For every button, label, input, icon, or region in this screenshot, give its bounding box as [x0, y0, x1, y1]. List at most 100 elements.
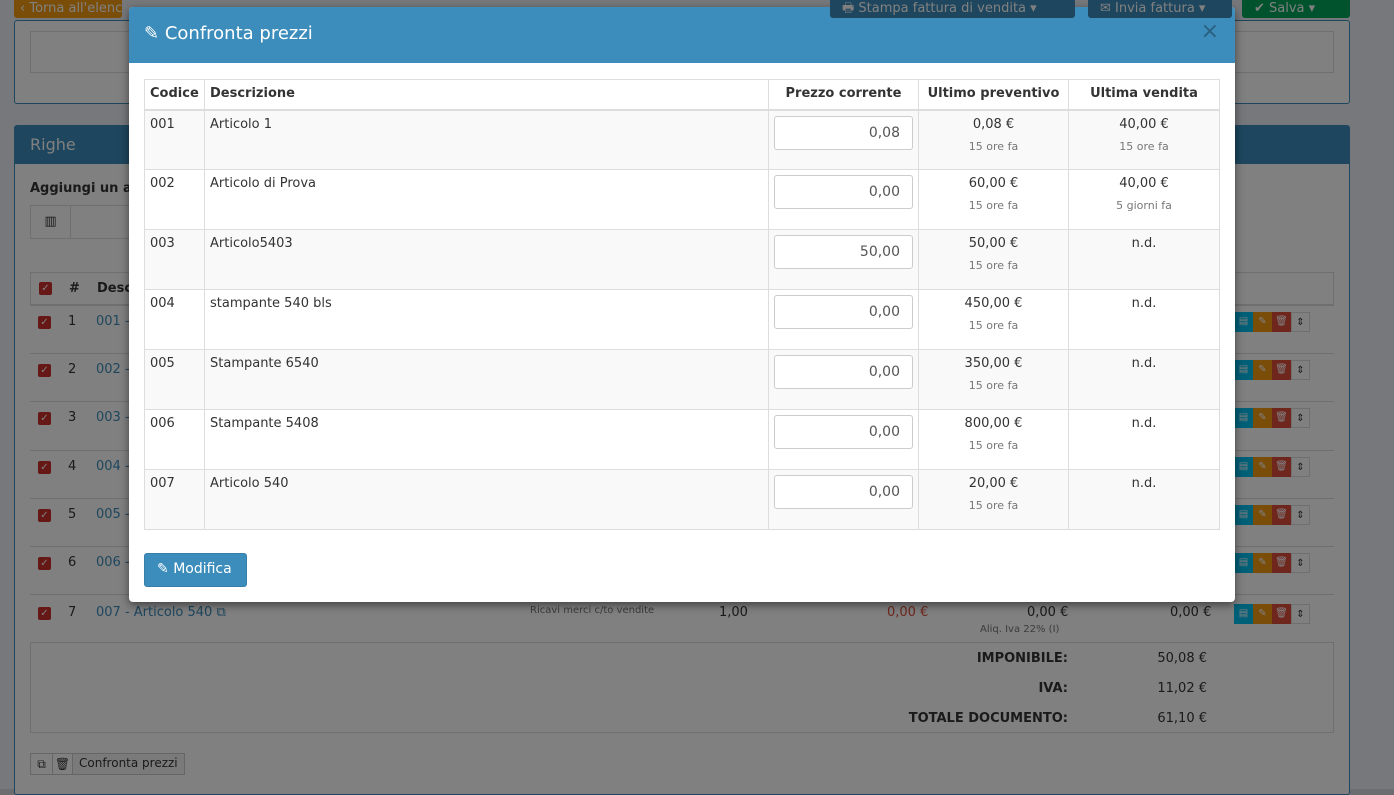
current-price-input[interactable]: [774, 295, 913, 329]
row-link[interactable]: 005 -: [96, 506, 130, 522]
row-description: Articolo 540: [204, 469, 769, 530]
back-button[interactable]: ‹ Torna all'elenco: [14, 0, 122, 18]
total-value: 61,10 €: [1157, 711, 1207, 726]
row-checkbox[interactable]: ✓: [38, 460, 51, 474]
header-code: Codice: [144, 79, 205, 111]
doc-icon[interactable]: ▤: [1234, 312, 1253, 332]
sort-icon[interactable]: ⇕: [1291, 408, 1310, 429]
total-label: TOTALE DOCUMENTO:: [908, 711, 1068, 726]
last-quote-price: 60,00 €: [968, 176, 1019, 191]
edit-icon[interactable]: ✎: [1253, 604, 1272, 624]
edit-icon[interactable]: ✎: [1253, 456, 1272, 477]
current-price-input[interactable]: [774, 415, 913, 449]
last-quote-time: 15 ore fa: [968, 199, 1019, 212]
select-all-checkbox[interactable]: ✓: [39, 282, 52, 295]
trash-icon[interactable]: 🗑: [1272, 504, 1291, 525]
row-checkbox[interactable]: ✓: [38, 316, 51, 329]
row-checkbox[interactable]: ✓: [38, 364, 51, 378]
table-row: ✓ 7 007 - Articolo 540 ⧉ Ricavi merci c/…: [30, 594, 1334, 642]
row-number: 7: [68, 605, 77, 620]
sort-icon[interactable]: ⇕: [1291, 604, 1310, 624]
sort-icon[interactable]: ⇕: [1291, 360, 1310, 381]
print-button[interactable]: 🖶 Stampa fattura di vendita ▾: [830, 0, 1075, 18]
edit-icon[interactable]: ✎: [1253, 408, 1272, 429]
header-last-sale: Ultima vendita: [1068, 79, 1220, 111]
last-quote-price: 350,00 €: [964, 356, 1023, 371]
header-current-price: Prezzo corrente: [768, 79, 919, 111]
last-quote-price: 50,00 €: [968, 236, 1019, 251]
sort-icon[interactable]: ⇕: [1291, 504, 1310, 525]
row-link[interactable]: 004 -: [96, 458, 130, 474]
send-button[interactable]: ✉ Invia fattura ▾: [1088, 0, 1232, 18]
doc-icon[interactable]: ▤: [1234, 408, 1253, 429]
table-row: 001 Articolo 1 0,08 € 15 ore fa 40,00 € 15…: [144, 109, 1220, 170]
sort-icon[interactable]: ⇕: [1291, 553, 1310, 573]
row-description: Stampante 6540: [204, 349, 769, 410]
current-price-input[interactable]: [774, 115, 913, 150]
last-sale-price: 40,00 €: [1119, 116, 1169, 132]
row-link[interactable]: 007 - Articolo 540 ⧉: [96, 605, 226, 620]
row-link[interactable]: 001 -: [96, 314, 130, 329]
sort-icon[interactable]: ⇕: [1291, 312, 1310, 332]
last-quote-price: 450,00 €: [964, 296, 1023, 311]
compare-prices-button[interactable]: Confronta prezzi: [73, 754, 184, 774]
row-code: 006: [144, 409, 205, 470]
copy-icon[interactable]: ⧉: [31, 754, 53, 774]
row-number: 2: [68, 362, 77, 378]
edit-icon[interactable]: ✎: [1253, 360, 1272, 381]
trash-icon[interactable]: 🗑: [1272, 360, 1291, 381]
modify-button[interactable]: ✎ Modifica: [144, 553, 247, 587]
doc-icon[interactable]: ▤: [1234, 553, 1253, 573]
last-quote-time: 15 ore fa: [968, 499, 1019, 512]
row-link[interactable]: 003 -: [96, 410, 130, 426]
sort-icon[interactable]: ⇕: [1291, 456, 1310, 477]
edit-icon[interactable]: ✎: [1253, 312, 1272, 332]
trash-icon[interactable]: 🗑: [53, 754, 73, 774]
edit-icon[interactable]: ✎: [1253, 504, 1272, 525]
row-description: stampante 540 bls: [204, 289, 769, 350]
table-row: 007 Articolo 540 20,00 € 15 ore fa n.d.: [144, 469, 1220, 530]
row-description: Articolo di Prova: [204, 169, 769, 230]
current-price-input[interactable]: [774, 175, 913, 209]
totals: IMPONIBILE: 50,08 € IVA: 11,02 € TOTALE …: [30, 642, 1334, 733]
barcode-icon: ▥: [31, 206, 71, 238]
row-checkbox[interactable]: ✓: [38, 557, 51, 570]
taxable-value: 50,08 €: [1157, 651, 1207, 666]
edit-icon[interactable]: ✎: [1253, 553, 1272, 573]
doc-icon[interactable]: ▤: [1234, 456, 1253, 477]
compare-prices-modal: ✎ Confronta prezzi × Codice Descrizione …: [129, 7, 1235, 602]
trash-icon[interactable]: 🗑: [1272, 312, 1291, 332]
row-code: 007: [144, 469, 205, 530]
save-button[interactable]: ✔ Salva ▾: [1242, 0, 1350, 18]
row-checkbox[interactable]: ✓: [38, 508, 51, 522]
row-link[interactable]: 002 -: [96, 362, 130, 378]
row-checkbox[interactable]: ✓: [38, 412, 51, 426]
current-price-input[interactable]: [774, 235, 913, 269]
trash-icon[interactable]: 🗑: [1272, 456, 1291, 477]
doc-icon[interactable]: ▤: [1234, 604, 1253, 624]
external-link-icon: ⧉: [216, 605, 226, 620]
trash-icon[interactable]: 🗑: [1272, 604, 1291, 624]
row-code: 005: [144, 349, 205, 410]
doc-icon[interactable]: ▤: [1234, 504, 1253, 525]
row-code: 003: [144, 229, 205, 290]
vat-label: IVA:: [1038, 681, 1068, 696]
row-description: Articolo5403: [204, 229, 769, 290]
last-sale-price: n.d.: [1131, 356, 1157, 371]
trash-icon[interactable]: 🗑: [1272, 553, 1291, 573]
doc-icon[interactable]: ▤: [1234, 360, 1253, 381]
trash-icon[interactable]: 🗑: [1272, 408, 1291, 429]
modify-label: Modifica: [173, 561, 232, 577]
row-checkbox[interactable]: ✓: [38, 607, 51, 620]
row-link[interactable]: 006 -: [96, 555, 130, 570]
close-icon[interactable]: ×: [1200, 19, 1219, 44]
row-description: Articolo 1: [204, 109, 769, 170]
last-quote-price: 20,00 €: [968, 476, 1019, 491]
print-label: Stampa fattura di vendita: [858, 1, 1027, 16]
current-price-input[interactable]: [774, 355, 913, 389]
current-price-input[interactable]: [774, 475, 913, 509]
last-sale-price: n.d.: [1131, 236, 1157, 251]
table-row: 006 Stampante 5408 800,00 € 15 ore fa n.d…: [144, 409, 1220, 470]
vat-value: 11,02 €: [1157, 681, 1207, 696]
last-sale-price: n.d.: [1131, 476, 1157, 491]
